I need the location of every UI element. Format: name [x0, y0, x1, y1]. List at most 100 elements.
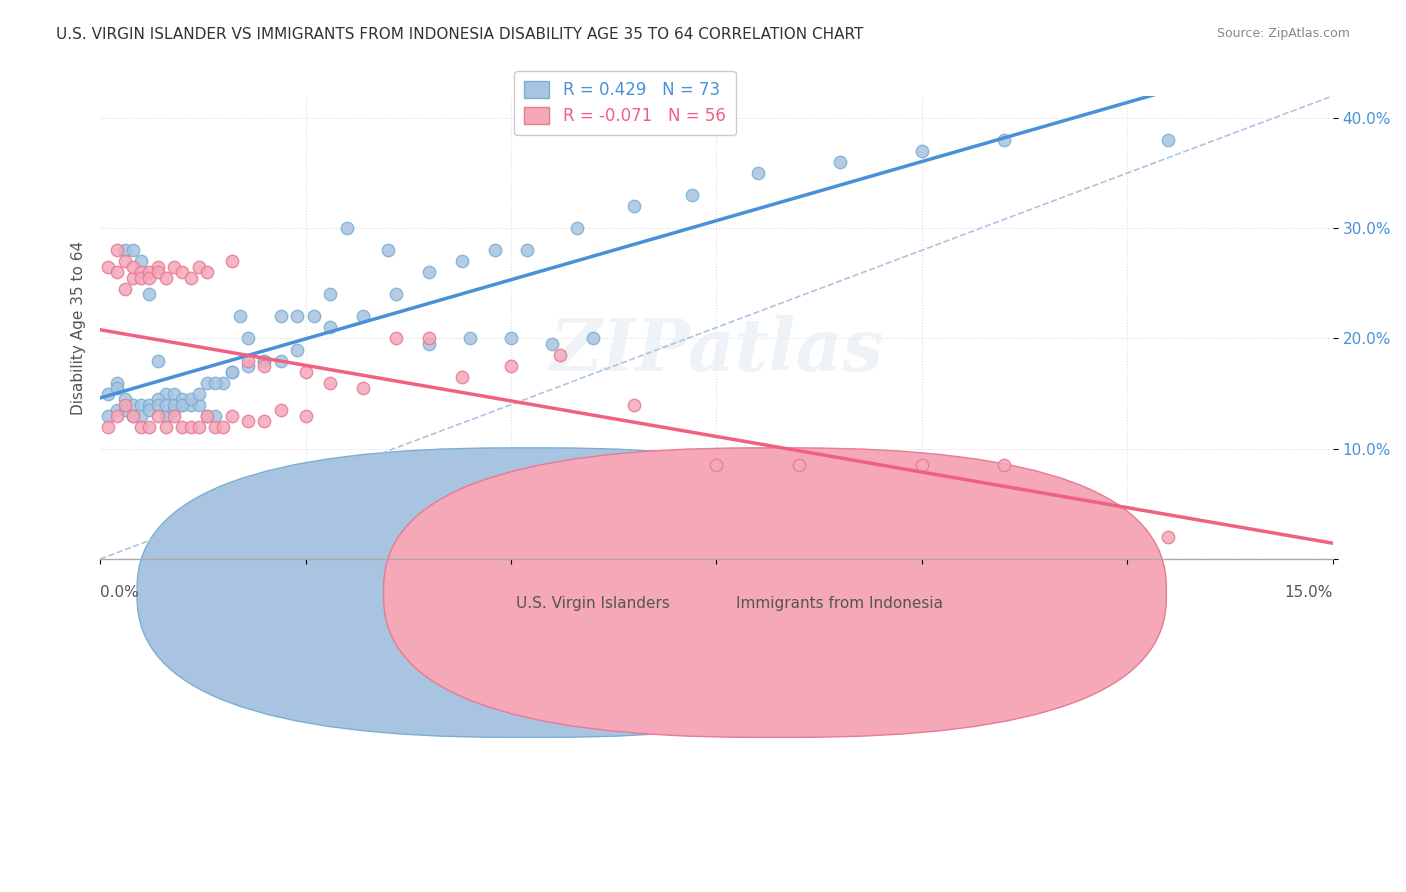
Point [187, 398, 209, 412]
Point [129, 254, 152, 268]
Point [172, 398, 194, 412]
Point [336, 221, 359, 235]
Point [122, 409, 145, 423]
Point [623, 398, 645, 412]
Point [155, 409, 177, 423]
Point [253, 353, 276, 368]
Point [385, 287, 408, 301]
Point [221, 365, 243, 379]
Point [270, 310, 292, 324]
Point [236, 414, 259, 428]
Point [204, 419, 226, 434]
Point [229, 310, 252, 324]
Point [294, 365, 316, 379]
Point [787, 458, 810, 473]
Point [550, 348, 572, 362]
Point [285, 310, 308, 324]
Point [828, 155, 851, 169]
Point [122, 409, 145, 423]
Point [155, 386, 177, 401]
Point [747, 166, 769, 180]
Point [180, 392, 202, 406]
Point [114, 403, 136, 417]
Point [122, 260, 145, 274]
Point [163, 409, 186, 423]
Point [458, 331, 481, 345]
Point [294, 409, 316, 423]
Point [146, 398, 169, 412]
Point [236, 331, 259, 345]
Point [172, 398, 194, 412]
Point [122, 270, 145, 285]
Point [97, 419, 120, 434]
Point [129, 419, 152, 434]
Point [97, 386, 120, 401]
Point [499, 359, 522, 373]
Point [114, 244, 136, 258]
Point [114, 254, 136, 268]
Point [450, 370, 472, 384]
Point [146, 409, 169, 423]
Legend: R = 0.429   N = 73, R = -0.071   N = 56: R = 0.429 N = 73, R = -0.071 N = 56 [515, 70, 735, 136]
Y-axis label: Disability Age 35 to 64: Disability Age 35 to 64 [72, 241, 86, 415]
Point [105, 265, 128, 279]
Point [499, 331, 522, 345]
Point [236, 353, 259, 368]
Point [105, 376, 128, 390]
Point [172, 392, 194, 406]
Point [105, 244, 128, 258]
Point [97, 260, 120, 274]
Point [253, 359, 276, 373]
Point [418, 331, 440, 345]
Point [253, 414, 276, 428]
Point [204, 376, 226, 390]
Point [187, 260, 209, 274]
Point [352, 381, 374, 395]
Point [129, 398, 152, 412]
Point [180, 270, 202, 285]
Point [385, 331, 408, 345]
Point [114, 392, 136, 406]
FancyBboxPatch shape [384, 448, 1167, 738]
Point [129, 270, 152, 285]
Point [180, 398, 202, 412]
Point [706, 458, 728, 473]
Point [172, 419, 194, 434]
Point [138, 270, 160, 285]
Point [180, 419, 202, 434]
Point [236, 359, 259, 373]
Point [319, 287, 342, 301]
Point [97, 409, 120, 423]
Point [129, 409, 152, 423]
Point [122, 244, 145, 258]
Point [541, 337, 564, 351]
Point [138, 403, 160, 417]
Point [270, 403, 292, 417]
Point [516, 244, 538, 258]
Point [582, 331, 605, 345]
Point [221, 254, 243, 268]
Point [172, 265, 194, 279]
Point [319, 376, 342, 390]
Point [163, 398, 186, 412]
Point [129, 265, 152, 279]
Point [1157, 133, 1180, 147]
Text: U.S. VIRGIN ISLANDER VS IMMIGRANTS FROM INDONESIA DISABILITY AGE 35 TO 64 CORREL: U.S. VIRGIN ISLANDER VS IMMIGRANTS FROM … [56, 27, 863, 42]
Point [911, 144, 934, 158]
Point [212, 419, 235, 434]
Point [418, 265, 440, 279]
Point [114, 398, 136, 412]
Point [993, 458, 1015, 473]
Point [319, 320, 342, 334]
Point [138, 265, 160, 279]
Point [302, 310, 325, 324]
Point [146, 353, 169, 368]
Text: Source: ZipAtlas.com: Source: ZipAtlas.com [1216, 27, 1350, 40]
Point [155, 419, 177, 434]
Point [146, 392, 169, 406]
Point [195, 409, 218, 423]
Point [163, 260, 186, 274]
Point [138, 287, 160, 301]
Point [114, 282, 136, 296]
Point [993, 133, 1015, 147]
